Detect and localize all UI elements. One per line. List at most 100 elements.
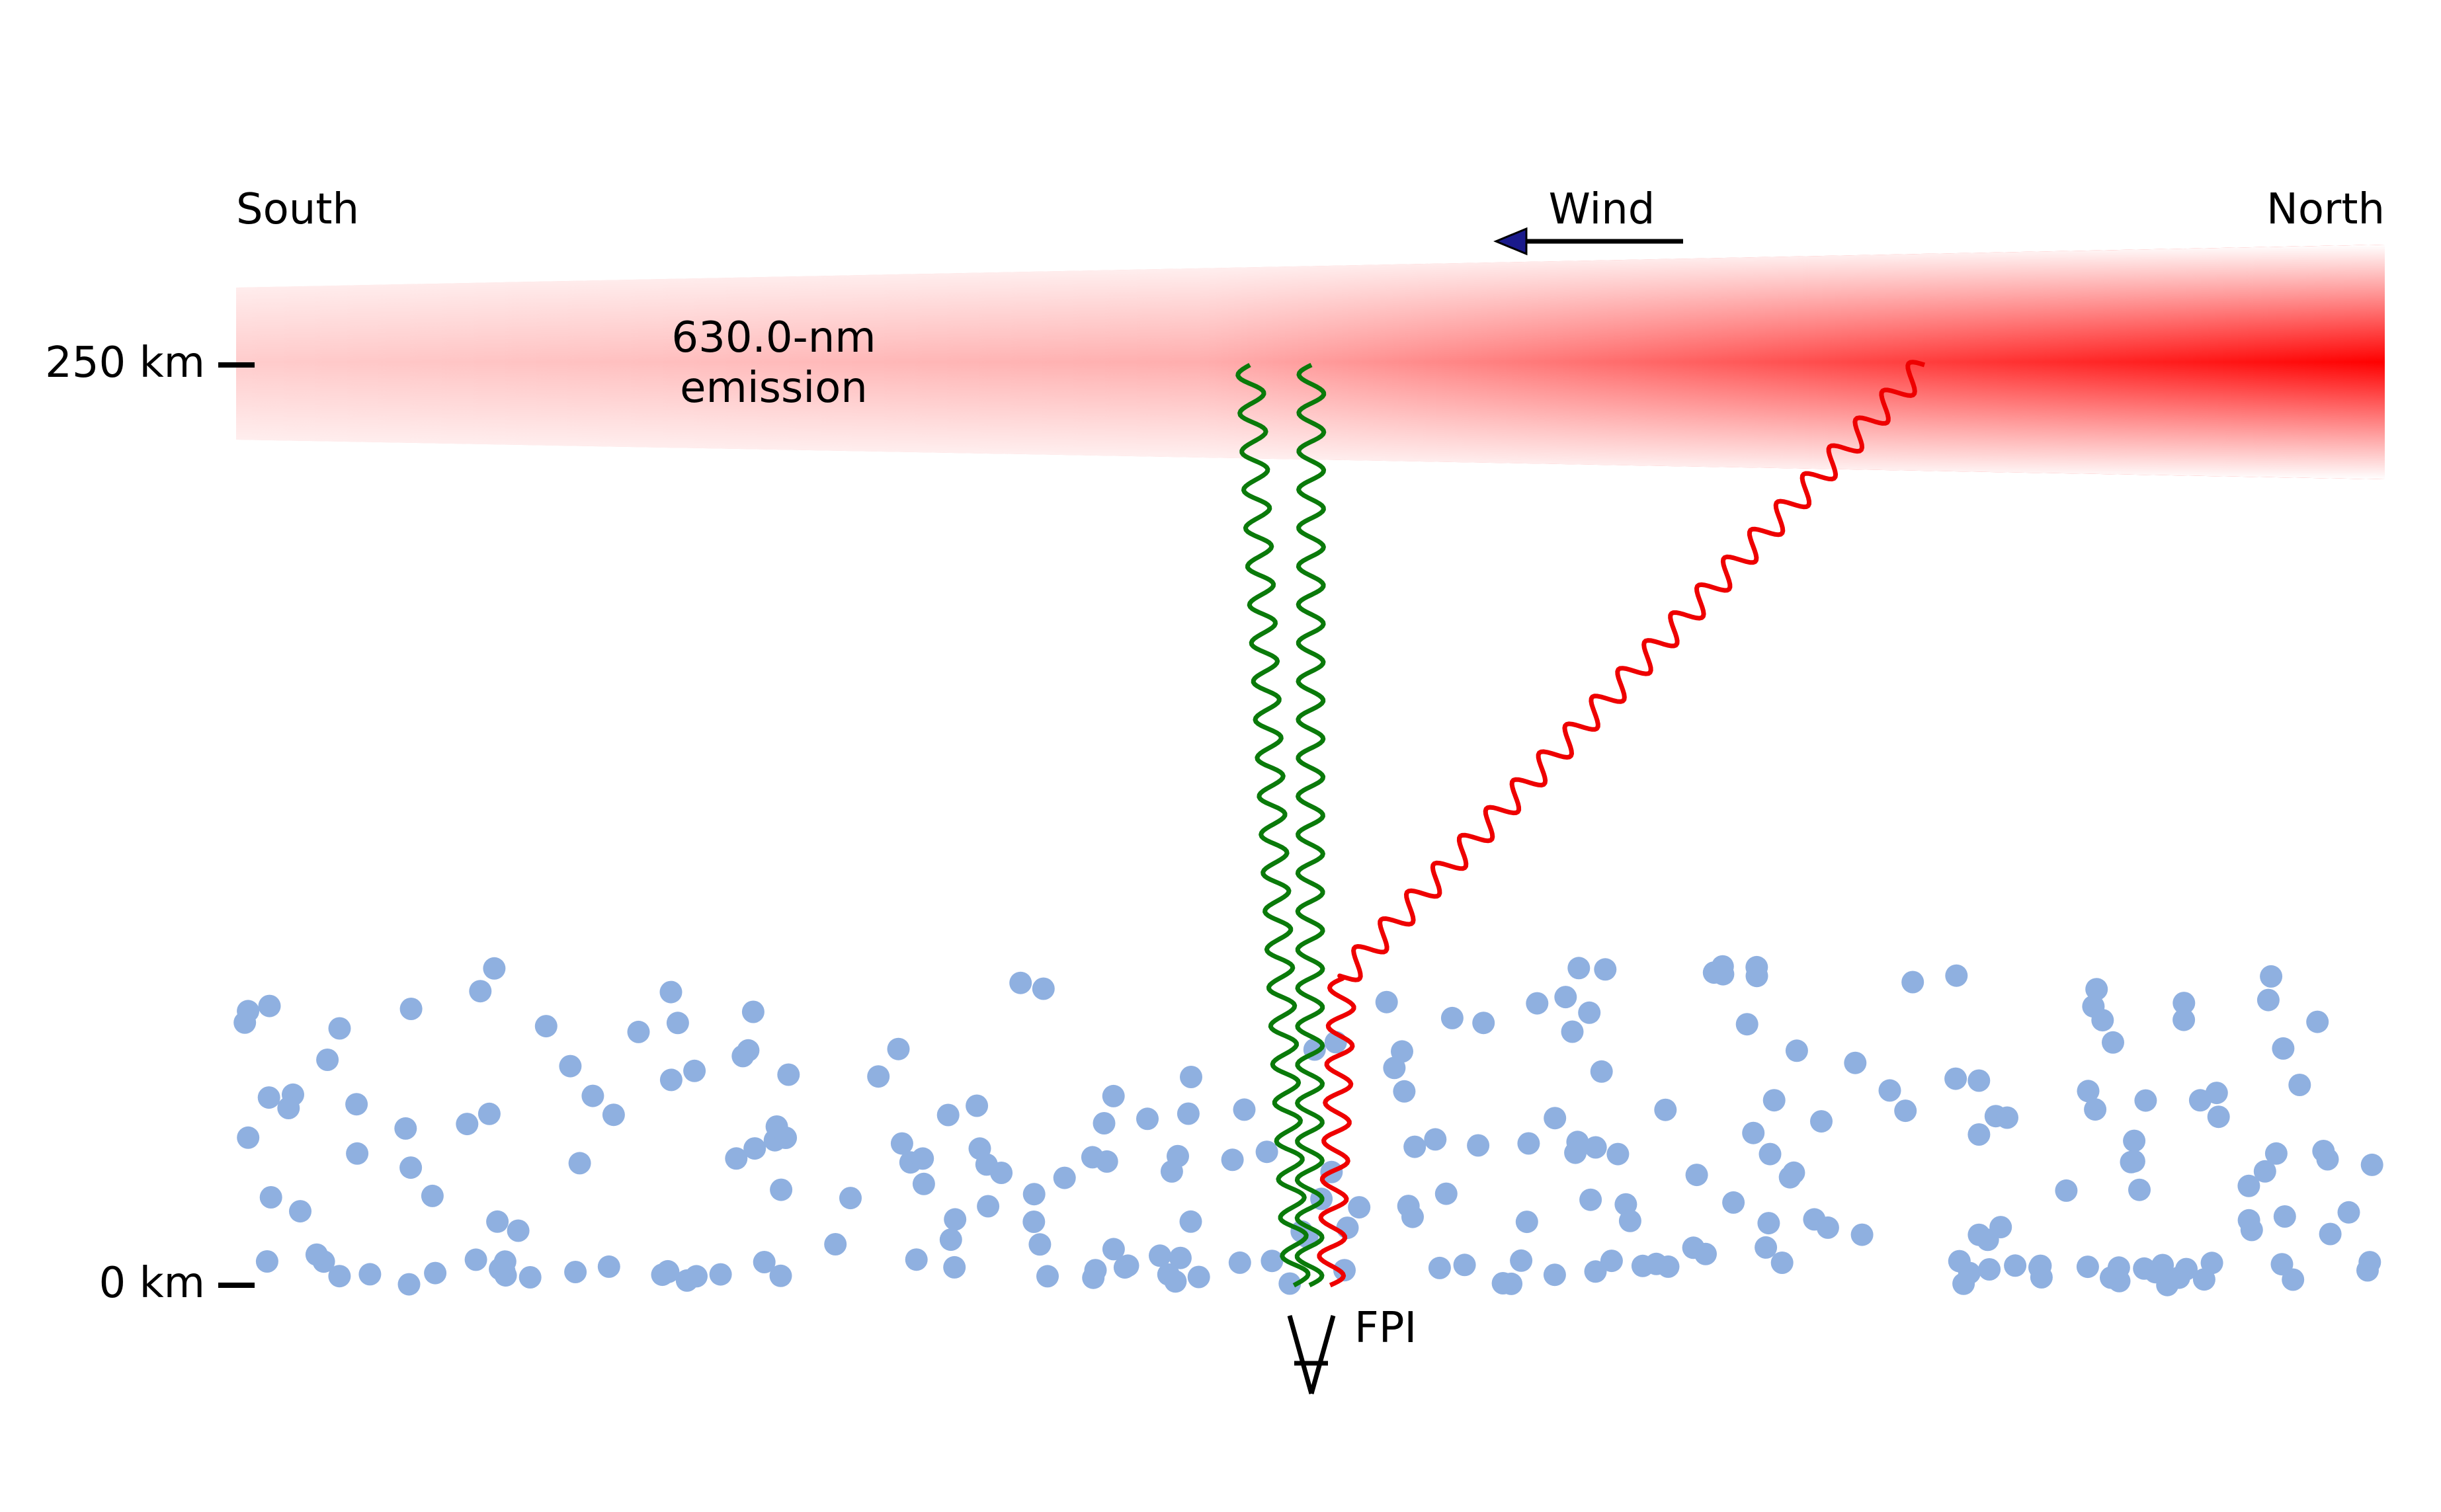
particle-dot <box>1594 958 1617 981</box>
particle-dot <box>1590 1060 1613 1083</box>
particle-dot <box>346 1142 369 1165</box>
particle-dot <box>2272 1037 2295 1060</box>
particle-dot <box>483 957 506 980</box>
particle-dot <box>424 1261 447 1285</box>
particle-dot <box>1491 1272 1514 1294</box>
particle-dot <box>1978 1258 2001 1281</box>
particle-dot <box>743 1137 766 1160</box>
particle-dot <box>1755 1236 1778 1259</box>
particle-dot <box>507 1219 530 1242</box>
particle-dot <box>1278 1272 1302 1295</box>
particle-dot <box>1544 1107 1567 1130</box>
particle-dot <box>2358 1251 2381 1274</box>
particle-dot <box>1510 1249 1533 1272</box>
particle-dot <box>666 1012 689 1035</box>
particle-dot <box>1401 1205 1424 1228</box>
particle-dot <box>1722 1191 1745 1214</box>
particle-dot <box>489 1257 512 1281</box>
particle-dot <box>602 1103 625 1127</box>
particle-dot <box>568 1152 591 1175</box>
particle-dot <box>709 1263 732 1286</box>
particle-dot <box>2192 1268 2215 1291</box>
green-ray-right <box>1294 362 1327 1288</box>
particle-dot <box>659 1068 683 1092</box>
particle-dot <box>328 1265 351 1288</box>
particle-dot <box>774 1127 798 1149</box>
particle-dot <box>1082 1266 1105 1289</box>
particle-dot <box>2319 1222 2342 1246</box>
particle-dot <box>912 1172 935 1195</box>
red-ray <box>1317 360 1926 1288</box>
particle-dot <box>944 1208 967 1231</box>
particle-dot <box>2306 1010 2329 1033</box>
particle-dot <box>1149 1244 1171 1267</box>
particle-dot <box>1742 1121 1765 1144</box>
particle-dot <box>1711 955 1734 978</box>
particle-dot <box>1976 1228 1999 1252</box>
particle-dot <box>534 1015 558 1038</box>
particle-dot <box>1180 1066 1202 1088</box>
particle-dot <box>394 1117 417 1140</box>
particle-dot <box>477 1102 501 1125</box>
particle-dot <box>1967 1069 1991 1092</box>
particle-dot <box>469 980 492 1003</box>
particle-dot <box>659 980 683 1004</box>
particle-dot <box>1945 964 1968 987</box>
particle-dot <box>1526 992 1549 1015</box>
particle-dot <box>597 1255 620 1278</box>
particle-dot <box>1453 1253 1476 1277</box>
particle-dot <box>1844 1051 1867 1074</box>
particle-dot <box>911 1147 934 1170</box>
altitude-label-250: 250 km <box>45 338 205 387</box>
particle-dot <box>2288 1074 2311 1096</box>
particle-dot <box>2107 1256 2130 1279</box>
particle-dot <box>1850 1223 1874 1246</box>
particle-dot <box>421 1184 444 1207</box>
particle-dot <box>1631 1254 1654 1277</box>
particle-dot <box>289 1200 311 1223</box>
particle-dot <box>1770 1252 1794 1274</box>
particle-dot <box>1336 1216 1359 1240</box>
particle-dot <box>1584 1136 1607 1159</box>
particle-dot <box>1348 1196 1371 1219</box>
particle-dot <box>2084 1098 2107 1121</box>
particle-dot <box>839 1187 862 1210</box>
particle-dot <box>2004 1254 2027 1277</box>
particle-dot <box>2134 1089 2157 1112</box>
particle-dot <box>1561 1020 1584 1043</box>
particle-dot <box>564 1261 587 1283</box>
particle-dot <box>397 1273 421 1296</box>
particle-dot <box>1785 1039 1808 1062</box>
particle-dot <box>1894 1099 1917 1123</box>
particle-dot <box>2207 1105 2230 1129</box>
particle-dot <box>1578 1001 1601 1024</box>
particle-dot <box>2188 1089 2212 1112</box>
particle-dot <box>1762 1089 1786 1112</box>
particle-dot <box>1467 1134 1490 1157</box>
particle-dot <box>1554 986 1577 1009</box>
particle-dot <box>2312 1140 2335 1162</box>
particle-dot <box>777 1063 800 1086</box>
emission-layer <box>236 245 2385 479</box>
particle-dot <box>1584 1260 1607 1283</box>
particle-dot <box>1803 1208 1826 1231</box>
particle-dot <box>2076 1255 2099 1279</box>
particle-dot <box>2172 992 2196 1015</box>
particle-dot <box>1434 1182 1458 1205</box>
particle-dot <box>1093 1112 1116 1134</box>
particle-dot <box>1333 1259 1356 1282</box>
particle-dot <box>2077 1080 2100 1103</box>
particle-dot <box>2337 1201 2360 1224</box>
particle-dot <box>769 1264 792 1287</box>
particle-dot <box>905 1248 928 1271</box>
particle-dot <box>2253 1160 2276 1183</box>
particle-dot <box>518 1266 542 1289</box>
particle-dot <box>2256 988 2280 1012</box>
particle-dot <box>399 1156 423 1179</box>
particle-dot <box>2030 1266 2053 1289</box>
particle-dot <box>685 1265 708 1288</box>
particle-dot <box>753 1251 776 1273</box>
particle-dot <box>2237 1209 2260 1232</box>
particle-dot <box>1032 977 1055 1000</box>
particle-dot <box>1735 1013 1758 1036</box>
